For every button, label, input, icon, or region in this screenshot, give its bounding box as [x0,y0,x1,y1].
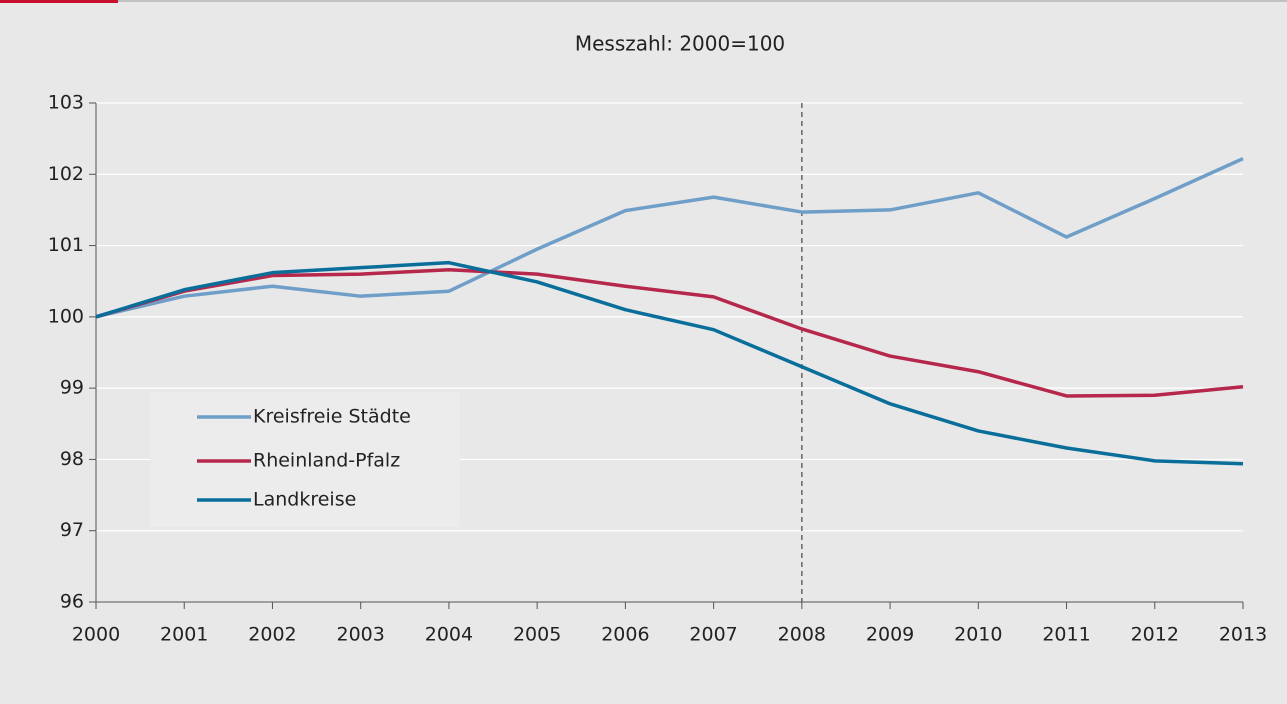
legend-label: Rheinland-Pfalz [253,450,400,472]
x-tick-label: 2007 [689,624,737,646]
series-line [95,260,1244,466]
y-tick-label: 96 [60,591,84,613]
y-tick-label: 97 [60,519,84,541]
y-tick-label: 98 [60,448,84,470]
x-tick-label: 2002 [248,624,296,646]
x-tick-label: 2004 [425,624,473,646]
y-tick-label: 103 [48,92,84,114]
x-tick-label: 2009 [866,624,914,646]
x-tick-label: 2012 [1131,624,1179,646]
x-tick-label: 2011 [1042,624,1090,646]
x-tick-label: 2010 [954,624,1002,646]
chart-title: Messzahl: 2000=100 [575,32,785,56]
legend-label: Kreisfreie Städte [253,406,411,428]
x-tick-label: 2013 [1219,624,1267,646]
x-tick-label: 2000 [72,624,120,646]
accent-bar [0,0,118,3]
y-tick-label: 101 [48,234,84,256]
x-tick-label: 2006 [601,624,649,646]
x-tick-label: 2008 [778,624,826,646]
series-line [95,157,1244,319]
y-tick-label: 100 [48,305,84,327]
x-tick-label: 2003 [337,624,385,646]
y-tick-label: 99 [60,377,84,399]
legend-label: Landkreise [253,489,356,511]
x-tick-label: 2001 [160,624,208,646]
series-line [95,268,1244,398]
y-tick-label: 102 [48,163,84,185]
x-tick-label: 2005 [513,624,561,646]
